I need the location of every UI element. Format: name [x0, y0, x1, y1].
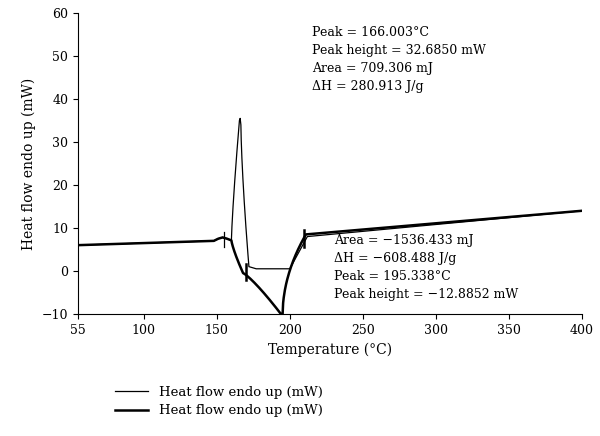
X-axis label: Temperature (°C): Temperature (°C): [268, 342, 392, 357]
Legend: Heat flow endo up (mW), Heat flow endo up (mW): Heat flow endo up (mW), Heat flow endo u…: [110, 381, 328, 422]
Y-axis label: Heat flow endo up (mW): Heat flow endo up (mW): [22, 77, 36, 250]
Text: Peak = 166.003°C
Peak height = 32.6850 mW
Area = 709.306 mJ
ΔH = 280.913 J/g: Peak = 166.003°C Peak height = 32.6850 m…: [312, 26, 485, 93]
Text: Area = −1536.433 mJ
ΔH = −608.488 J/g
Peak = 195.338°C
Peak height = −12.8852 mW: Area = −1536.433 mJ ΔH = −608.488 J/g Pe…: [334, 235, 518, 301]
